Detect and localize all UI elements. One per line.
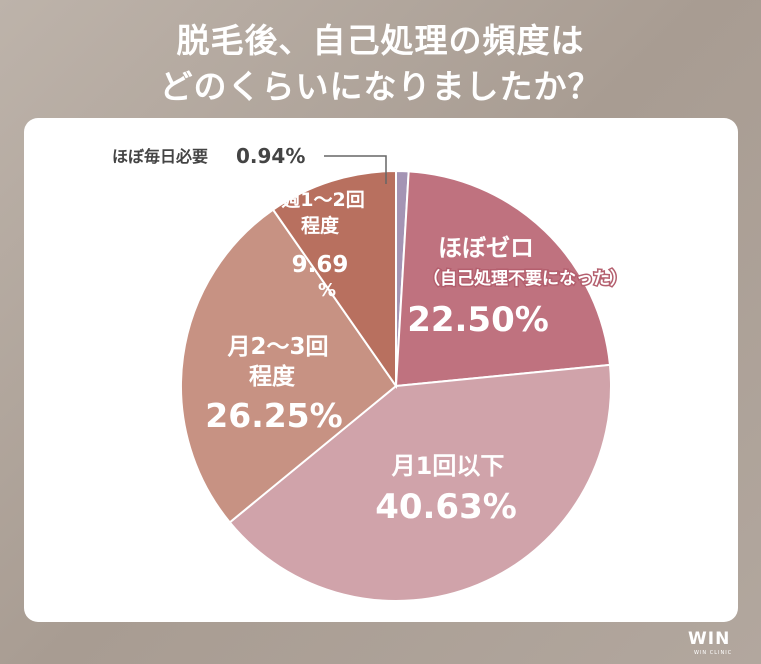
- page-title: 脱毛後、自己処理の頻度は どのくらいになりましたか？: [0, 18, 761, 110]
- title-line-1: 脱毛後、自己処理の頻度は: [176, 21, 585, 60]
- watermark-sub: WIN CLINIC: [694, 650, 733, 656]
- label-monthly-once: 月1回以下: [391, 452, 505, 480]
- pie-slice-4: [271, 169, 397, 390]
- label-monthly-2-3: 月2〜3回: [226, 334, 328, 360]
- label-daily: ほぼ毎日必要: [112, 147, 208, 166]
- value-monthly-once: 40.63%: [375, 487, 517, 527]
- label2-monthly-2-3: 程度: [249, 363, 296, 390]
- label-zero: ほぼゼロ: [438, 234, 534, 262]
- pie-slice-2: [228, 363, 612, 602]
- value-daily: 0.94%: [236, 144, 305, 168]
- callout-line: [324, 155, 387, 184]
- value-monthly-2-3: 26.25%: [205, 396, 342, 435]
- value-weekly: 9.69: [292, 252, 349, 278]
- pie-slice-1: [394, 170, 612, 388]
- label-weekly: 週1〜2回: [281, 189, 364, 211]
- pie-slice-3: [180, 208, 398, 524]
- sublabel-zero: （自己処理不要になった）: [423, 268, 627, 289]
- value-weekly-unit: %: [318, 280, 336, 301]
- watermark-logo: WIN: [688, 629, 731, 649]
- value-zero: 22.50%: [407, 300, 549, 340]
- title-line-2: どのくらいになりましたか？: [159, 67, 602, 106]
- label2-weekly: 程度: [301, 214, 340, 237]
